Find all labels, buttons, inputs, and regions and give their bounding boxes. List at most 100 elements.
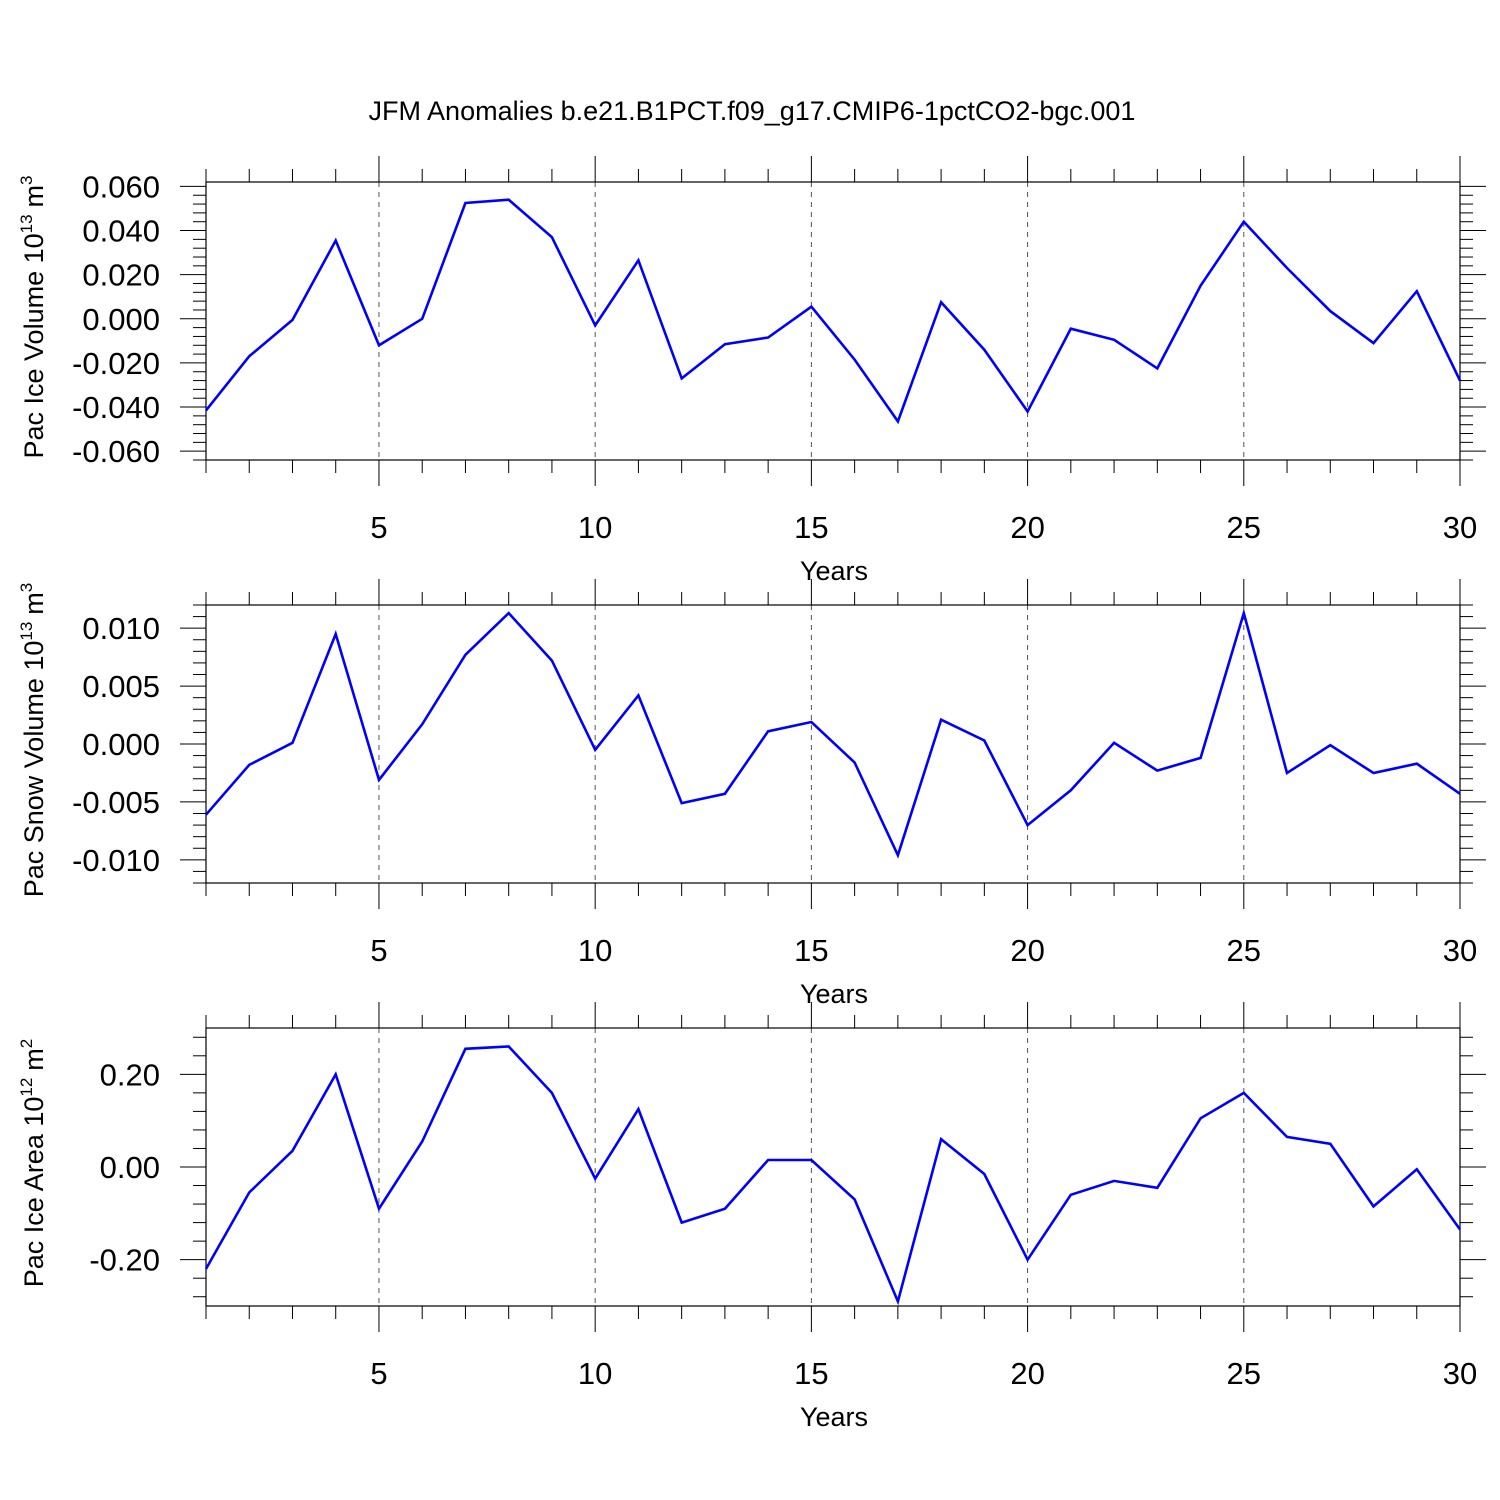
data-point: [377, 343, 381, 347]
x-tick-label: 5: [370, 510, 387, 545]
data-point: [1242, 1091, 1246, 1095]
x-tick-label: 20: [1010, 933, 1044, 968]
data-point: [939, 300, 943, 304]
data-point: [290, 318, 294, 322]
y-tick-label: -0.010: [72, 843, 160, 878]
data-point: [1328, 1142, 1332, 1146]
data-point: [853, 761, 857, 765]
x-tick-label: 5: [370, 933, 387, 968]
data-point: [550, 659, 554, 663]
data-point: [1372, 771, 1376, 775]
y-axis-label: Pac Ice Area 1012 m2: [17, 1039, 49, 1288]
data-point: [1415, 762, 1419, 766]
x-tick-label: 25: [1227, 1356, 1261, 1391]
data-point: [593, 323, 597, 327]
data-point: [377, 778, 381, 782]
data-point: [1155, 769, 1159, 773]
data-point: [1415, 1167, 1419, 1171]
data-point: [290, 1149, 294, 1153]
data-point: [636, 693, 640, 697]
data-point: [896, 1299, 900, 1303]
data-point: [290, 741, 294, 745]
panel-pac-ice-area: -0.20 0.00 0.20 5 10 15 20 25 30 Years Pac Ice Are…: [17, 1002, 1486, 1432]
data-point: [1069, 788, 1073, 792]
data-point: [334, 632, 338, 636]
data-point: [1415, 289, 1419, 293]
y-axis-label-exponent: 12: [17, 1078, 36, 1097]
data-point: [247, 763, 251, 767]
data-point: [1458, 379, 1462, 383]
data-point: [247, 1190, 251, 1194]
data-point: [1026, 409, 1030, 413]
chart-title: JFM Anomalies b.e21.B1PCT.f09_g17.CMIP6-…: [369, 96, 1136, 126]
x-tick-label: 5: [370, 1356, 387, 1391]
data-point: [1458, 792, 1462, 796]
data-point: [766, 729, 770, 733]
y-axis-label: Pac Ice Volume 1013 m3: [17, 175, 49, 458]
data-point: [636, 258, 640, 262]
data-point: [1285, 771, 1289, 775]
data-point: [507, 1045, 511, 1049]
data-point: [377, 1207, 381, 1211]
data-point: [463, 1047, 467, 1051]
y-tick-label: -0.020: [72, 346, 160, 381]
x-tick-label: 10: [578, 510, 612, 545]
data-point: [939, 1137, 943, 1141]
data-point: [1112, 1179, 1116, 1183]
y-tick-label: 0.020: [82, 258, 160, 293]
x-axis-label: Years: [800, 979, 868, 1009]
y-axis-label-text: Pac Ice Area 10: [19, 1097, 49, 1288]
y-tick-label: 0.00: [100, 1150, 160, 1185]
data-point: [1328, 743, 1332, 747]
data-point: [593, 748, 597, 752]
data-point: [1069, 327, 1073, 331]
y-axis-label-text: Pac Ice Volume 10: [19, 233, 49, 458]
data-point: [723, 1207, 727, 1211]
y-tick-label: 0.060: [82, 169, 160, 204]
data-point: [680, 376, 684, 380]
plot-frame: [205, 181, 1461, 461]
x-axis-label: Years: [800, 1402, 868, 1432]
x-tick-label: 30: [1443, 933, 1477, 968]
y-tick-label: -0.040: [72, 390, 160, 425]
data-point: [1458, 1228, 1462, 1232]
y-axis-label-exponent: 13: [17, 214, 36, 233]
data-point: [1026, 823, 1030, 827]
y-tick-label: 0.000: [82, 302, 160, 337]
data-point: [896, 419, 900, 423]
data-point: [593, 1177, 597, 1181]
y-axis-label-unit: m: [19, 592, 49, 615]
data-point: [896, 853, 900, 857]
series-line-pac-ice-area: [204, 1045, 1462, 1306]
data-point: [204, 1267, 208, 1271]
data-point: [809, 305, 813, 309]
y-tick-label: -0.20: [89, 1243, 160, 1278]
x-tick-label: 25: [1227, 510, 1261, 545]
x-axis-label: Years: [800, 556, 868, 586]
y-tick-label: -0.060: [72, 434, 160, 469]
y-tick-label: 0.20: [100, 1057, 160, 1092]
data-point: [420, 1140, 424, 1144]
data-point: [247, 354, 251, 358]
panel-pac-snow-volume: -0.010 -0.005 0.000 0.005 0.010 5 10 15 20 25 30 Ye…: [17, 579, 1486, 1009]
x-tick-label: 20: [1010, 1356, 1044, 1391]
y-tick-label: -0.005: [72, 785, 160, 820]
data-point: [680, 801, 684, 805]
data-point: [1372, 1204, 1376, 1208]
data-point: [982, 1172, 986, 1176]
y-axis-label-unit: m: [19, 1048, 49, 1071]
data-point: [1199, 284, 1203, 288]
series-line-pac-ice-volume: [204, 198, 1462, 425]
y-axis-label-unit-exponent: 2: [17, 1039, 36, 1048]
data-point: [507, 198, 511, 202]
data-point: [1069, 1193, 1073, 1197]
data-point: [204, 813, 208, 817]
data-point: [636, 1107, 640, 1111]
plot-frame: [205, 1027, 1461, 1307]
data-point: [1242, 611, 1246, 615]
data-point: [1285, 266, 1289, 270]
panels: -0.060 -0.040 -0.020 0.000 0.020 0.040 0.060 5 1…: [17, 156, 1486, 1432]
y-axis-label-unit-exponent: 3: [17, 583, 36, 592]
y-axis-label-exponent: 13: [17, 622, 36, 641]
